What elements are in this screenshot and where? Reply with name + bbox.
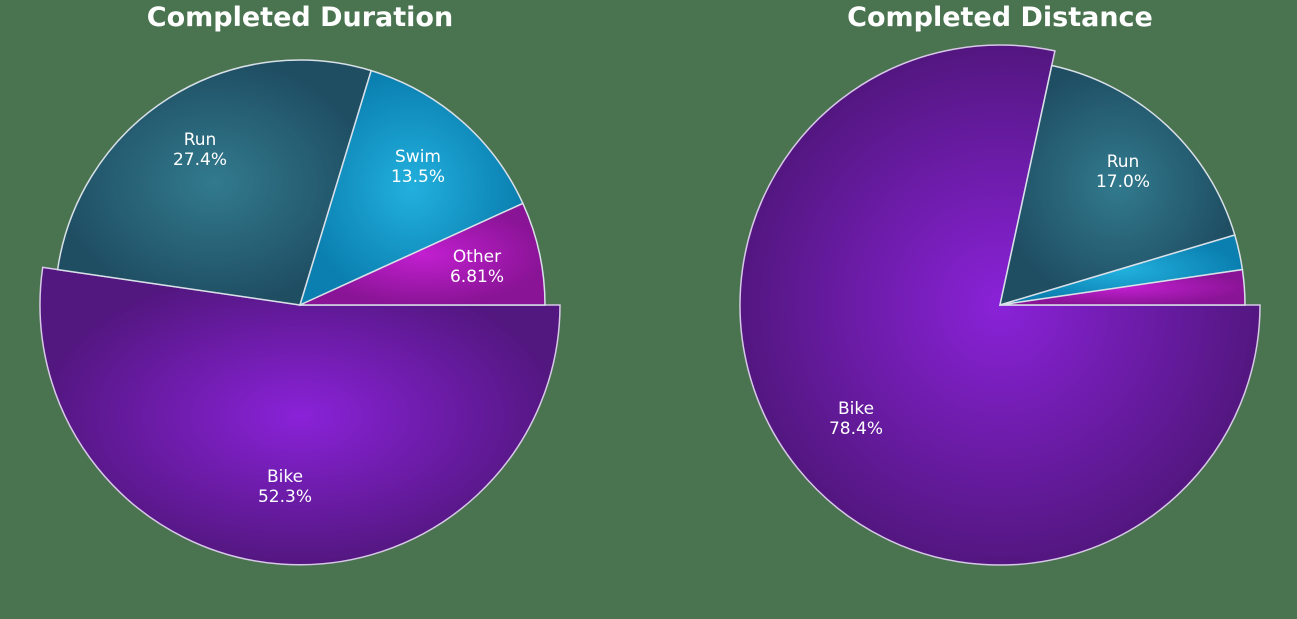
pie-svg — [739, 44, 1261, 566]
label-name: Run — [1106, 152, 1140, 172]
label-swim: Swim 13.5% — [391, 147, 445, 187]
duration-pie-chart: Completed Duration Run 27.4% Swim 13.5% … — [0, 0, 600, 619]
label-value: 52.3% — [257, 487, 313, 507]
label-bike: Bike 78.4% — [829, 399, 883, 439]
label-bike: Bike 52.3% — [258, 467, 312, 507]
slice-other[interactable] — [299, 202, 546, 306]
label-run: Run 17.0% — [1096, 152, 1150, 192]
slice-run[interactable] — [56, 59, 373, 306]
distance-pie-chart: Completed Distance Run 17.0% Bike 78.4% — [700, 0, 1297, 619]
label-value: 17.0% — [1095, 172, 1151, 192]
label-other: Other 6.81% — [450, 247, 504, 287]
slice-run[interactable] — [998, 64, 1236, 307]
slice-bike[interactable] — [39, 266, 561, 566]
label-name: Swim — [395, 147, 441, 167]
label-name: Bike — [837, 399, 875, 419]
chart-title: Completed Duration — [146, 2, 454, 33]
pie-svg — [39, 59, 561, 566]
label-name: Other — [452, 247, 502, 267]
slice-swim[interactable] — [298, 69, 524, 307]
label-value: 78.4% — [828, 419, 884, 439]
label-value: 13.5% — [390, 167, 446, 187]
label-name: Bike — [266, 467, 304, 487]
label-run: Run 27.4% — [173, 130, 227, 170]
chart-title: Completed Distance — [847, 2, 1153, 33]
label-value: 27.4% — [172, 150, 228, 170]
label-value: 6.81% — [449, 267, 505, 287]
label-name: Run — [183, 130, 217, 150]
slice-other[interactable] — [999, 268, 1246, 306]
